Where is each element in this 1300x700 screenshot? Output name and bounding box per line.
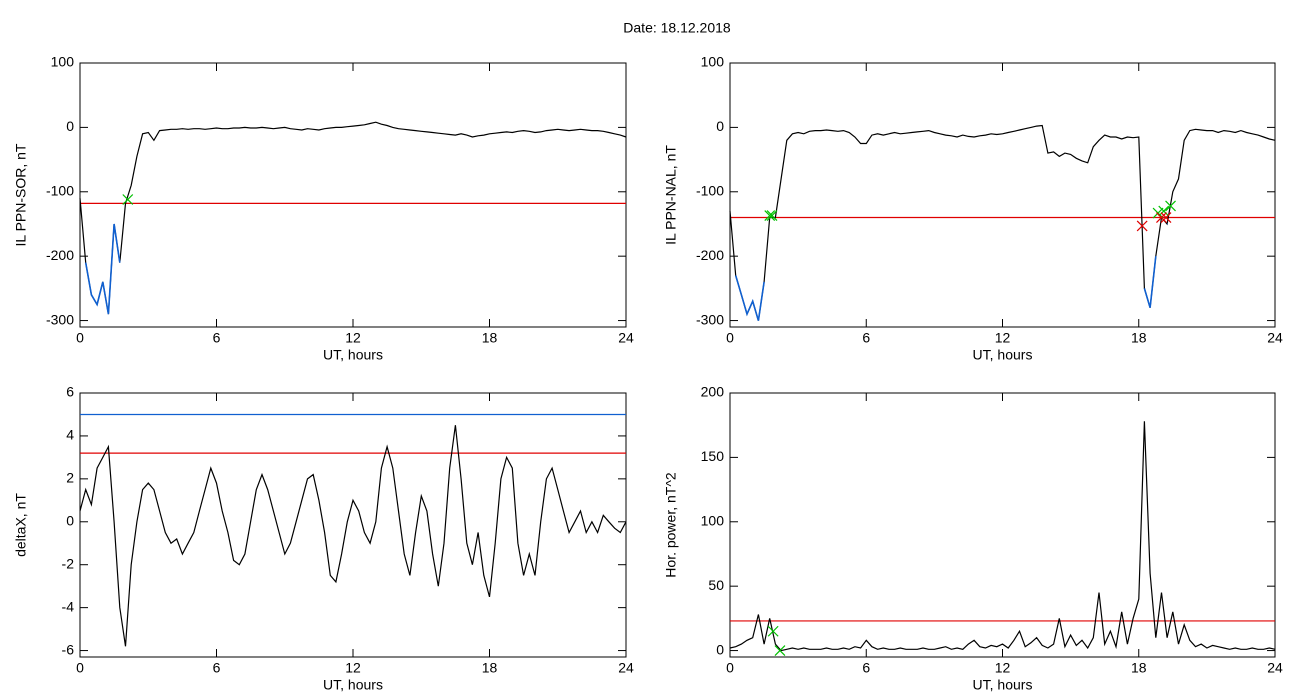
y-tick-label: -200	[696, 247, 724, 263]
y-tick-label: 100	[701, 54, 725, 70]
data-line	[79, 425, 627, 647]
x-tick-label: 24	[1267, 330, 1283, 346]
y-axis-label: Hor. power, nT^2	[663, 472, 679, 578]
cross-marker	[766, 210, 778, 222]
data-line	[79, 121, 627, 315]
x-tick-label: 6	[213, 330, 221, 346]
cross-stroke	[1136, 220, 1148, 232]
x-axis-label: UT, hours	[323, 677, 383, 693]
x-tick-label: 0	[76, 330, 84, 346]
x-tick-label: 0	[76, 660, 84, 676]
x-tick-label: 18	[482, 330, 498, 346]
cross-stroke	[764, 210, 776, 222]
below-threshold-line	[1143, 256, 1157, 308]
x-tick-label: 12	[345, 660, 361, 676]
y-tick-label: -6	[62, 641, 75, 657]
y-tick-label: 0	[716, 641, 724, 657]
y-tick-label: 100	[701, 512, 725, 528]
cross-stroke	[1152, 207, 1164, 219]
cross-marker	[1160, 212, 1172, 223]
x-tick-label: 6	[862, 660, 870, 676]
y-tick-label: 2	[66, 470, 74, 486]
cross-marker	[122, 194, 134, 205]
y-tick-label: 4	[66, 427, 74, 443]
x-axis-label: UT, hours	[323, 347, 383, 363]
below-threshold-line	[84, 223, 121, 315]
y-tick-label: -200	[46, 247, 74, 263]
cross-marker	[1152, 207, 1164, 219]
y-tick-label: -4	[62, 598, 75, 614]
x-tick-label: 6	[213, 660, 221, 676]
figure-title: Date: 18.12.2018	[623, 20, 731, 36]
cross-stroke	[1156, 212, 1167, 223]
x-tick-label: 18	[1131, 330, 1147, 346]
plot-frame	[79, 62, 627, 328]
plot-frame	[729, 62, 1276, 328]
x-tick-label: 0	[726, 330, 734, 346]
cross-marker	[1165, 200, 1176, 212]
x-tick-label: 18	[482, 660, 498, 676]
plot-frame	[729, 392, 1276, 658]
cross-stroke	[1158, 205, 1170, 217]
y-tick-label: 200	[701, 384, 725, 400]
x-tick-label: 24	[618, 330, 634, 346]
y-tick-label: -300	[696, 311, 724, 327]
y-tick-label: -100	[46, 182, 74, 198]
x-tick-label: 18	[1131, 660, 1147, 676]
cross-marker	[1158, 205, 1170, 217]
x-tick-label: 12	[345, 330, 361, 346]
y-tick-label: 100	[51, 54, 75, 70]
y-tick-label: 0	[66, 118, 74, 134]
cross-marker	[764, 210, 776, 222]
y-axis-label: IL PPN-SOR, nT	[13, 143, 29, 246]
x-tick-label: 12	[995, 330, 1011, 346]
y-tick-label: -300	[46, 311, 74, 327]
cross-marker	[774, 645, 786, 656]
plot-frame	[79, 392, 627, 658]
cross-stroke	[1165, 200, 1176, 212]
x-tick-label: 6	[862, 330, 870, 346]
cross-stroke	[774, 645, 786, 656]
x-tick-label: 24	[1267, 660, 1283, 676]
x-tick-label: 12	[995, 660, 1011, 676]
x-axis-label: UT, hours	[973, 347, 1033, 363]
data-line	[729, 124, 1276, 321]
y-tick-label: 50	[708, 577, 724, 593]
cross-stroke	[766, 210, 778, 222]
cross-stroke	[767, 625, 779, 637]
cross-marker	[1156, 212, 1167, 223]
y-tick-label: -100	[696, 182, 724, 198]
x-axis-label: UT, hours	[973, 677, 1033, 693]
data-line	[729, 421, 1276, 652]
y-axis-label: deltaX, nT	[13, 493, 29, 557]
y-tick-label: -2	[62, 555, 75, 571]
cross-marker	[1136, 220, 1148, 232]
below-threshold-line	[734, 275, 765, 321]
y-axis-label: IL PPN-NAL, nT	[663, 145, 679, 245]
y-tick-label: 6	[66, 384, 74, 400]
x-tick-label: 0	[726, 660, 734, 676]
y-tick-label: 0	[716, 118, 724, 134]
cross-stroke	[1160, 212, 1172, 223]
cross-stroke	[122, 194, 134, 205]
y-tick-label: 0	[66, 512, 74, 528]
y-tick-label: 150	[701, 448, 725, 464]
x-tick-label: 24	[618, 660, 634, 676]
cross-marker	[767, 625, 779, 637]
